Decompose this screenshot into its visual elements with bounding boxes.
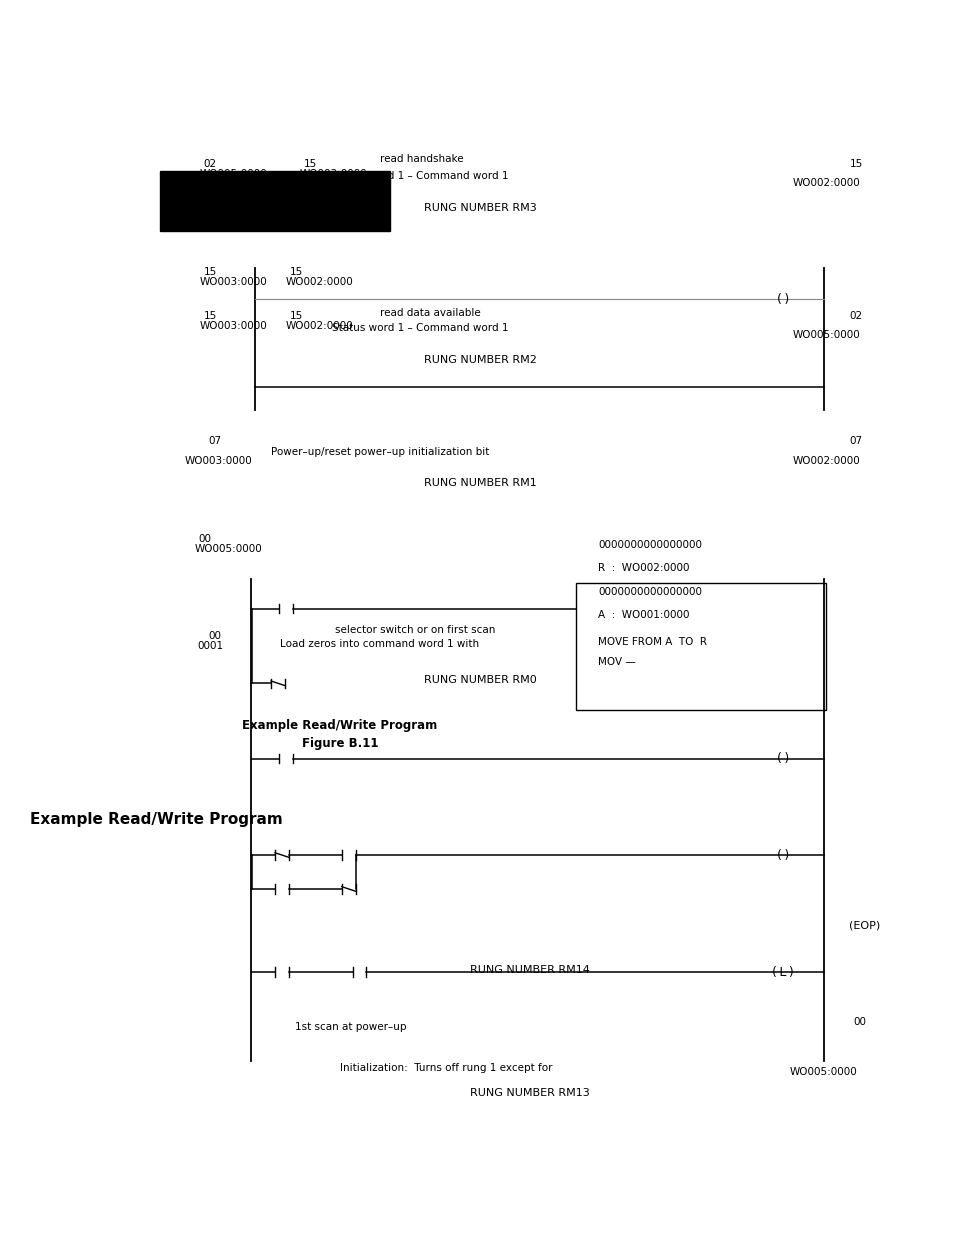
Text: RUNG NUMBER RM2: RUNG NUMBER RM2 <box>423 354 536 366</box>
Text: 15: 15 <box>303 159 316 169</box>
Text: ( L ): ( L ) <box>771 966 793 978</box>
Text: 00: 00 <box>198 534 212 543</box>
Text: WO005:0000: WO005:0000 <box>194 543 262 555</box>
Text: Status word 1 – Command word 1: Status word 1 – Command word 1 <box>332 324 508 333</box>
Text: 0000000000000000: 0000000000000000 <box>598 540 701 550</box>
Text: Example Read/Write Program: Example Read/Write Program <box>242 719 437 732</box>
Text: MOV —: MOV — <box>598 657 635 667</box>
Text: WO002:0000: WO002:0000 <box>792 178 860 188</box>
Text: Power–up/reset power–up initialization bit: Power–up/reset power–up initialization b… <box>271 447 489 457</box>
Text: 07: 07 <box>208 436 221 446</box>
Text: R  :  WO002:0000: R : WO002:0000 <box>598 563 689 573</box>
Text: read data available: read data available <box>379 308 480 317</box>
Text: ( ): ( ) <box>776 848 788 862</box>
Text: WO003:0000: WO003:0000 <box>200 277 268 287</box>
Text: 15: 15 <box>848 159 862 169</box>
Text: RUNG NUMBER RM14: RUNG NUMBER RM14 <box>470 965 589 974</box>
Text: (EOP): (EOP) <box>848 920 879 930</box>
Text: read handshake: read handshake <box>379 154 463 164</box>
Text: 15: 15 <box>203 311 216 321</box>
Text: 15: 15 <box>289 311 302 321</box>
Text: selector switch or on first scan: selector switch or on first scan <box>335 625 495 635</box>
Text: 15: 15 <box>203 267 216 277</box>
Bar <box>576 583 825 710</box>
Text: ( ): ( ) <box>776 752 788 766</box>
Text: Initialization:  Turns off rung 1 except for: Initialization: Turns off rung 1 except … <box>339 1063 552 1073</box>
Text: ASCII Module: ASCII Module <box>60 1161 137 1174</box>
Text: Load zeros into command word 1 with: Load zeros into command word 1 with <box>280 638 479 650</box>
Text: RUNG NUMBER RM1: RUNG NUMBER RM1 <box>423 478 536 488</box>
Text: ( ): ( ) <box>776 293 788 305</box>
Text: 0000000000000000: 0000000000000000 <box>598 587 701 597</box>
Text: 00: 00 <box>209 631 221 641</box>
Text: MOVE FROM A  TO  R: MOVE FROM A TO R <box>598 637 706 647</box>
Text: RUNG NUMBER RM3: RUNG NUMBER RM3 <box>423 203 536 212</box>
Text: Figure B.11: Figure B.11 <box>301 737 377 750</box>
Text: WO005:0000: WO005:0000 <box>789 1067 857 1077</box>
Text: 1st scan at power–up: 1st scan at power–up <box>294 1023 406 1032</box>
Text: WO005:0000: WO005:0000 <box>792 330 860 340</box>
Text: WO005:0000: WO005:0000 <box>200 169 268 179</box>
Text: WO002:0000: WO002:0000 <box>286 321 354 331</box>
Text: RUNG NUMBER RM13: RUNG NUMBER RM13 <box>470 1088 589 1098</box>
Text: WO003:0000: WO003:0000 <box>185 456 253 466</box>
Text: WO003:0000: WO003:0000 <box>299 169 367 179</box>
Text: WO003:0000: WO003:0000 <box>200 321 268 331</box>
Text: 15: 15 <box>289 267 302 277</box>
Text: WO002:0000: WO002:0000 <box>286 277 354 287</box>
Text: 00: 00 <box>853 1016 865 1028</box>
Text: A  :  WO001:0000: A : WO001:0000 <box>598 610 689 620</box>
Text: WO002:0000: WO002:0000 <box>792 456 860 466</box>
Text: Status word 1 – Command word 1: Status word 1 – Command word 1 <box>332 170 508 182</box>
Text: 07: 07 <box>848 436 862 446</box>
Text: For PLC-3 Processor: For PLC-3 Processor <box>60 1144 175 1156</box>
Text: 02: 02 <box>203 159 216 169</box>
Text: Appendix B: Appendix B <box>60 1183 145 1195</box>
Text: 0001: 0001 <box>196 641 223 651</box>
Text: Example Read/Write Program: Example Read/Write Program <box>30 811 282 827</box>
Text: RUNG NUMBER RM0: RUNG NUMBER RM0 <box>423 676 536 685</box>
Text: 02: 02 <box>848 311 862 321</box>
Bar <box>159 172 390 231</box>
